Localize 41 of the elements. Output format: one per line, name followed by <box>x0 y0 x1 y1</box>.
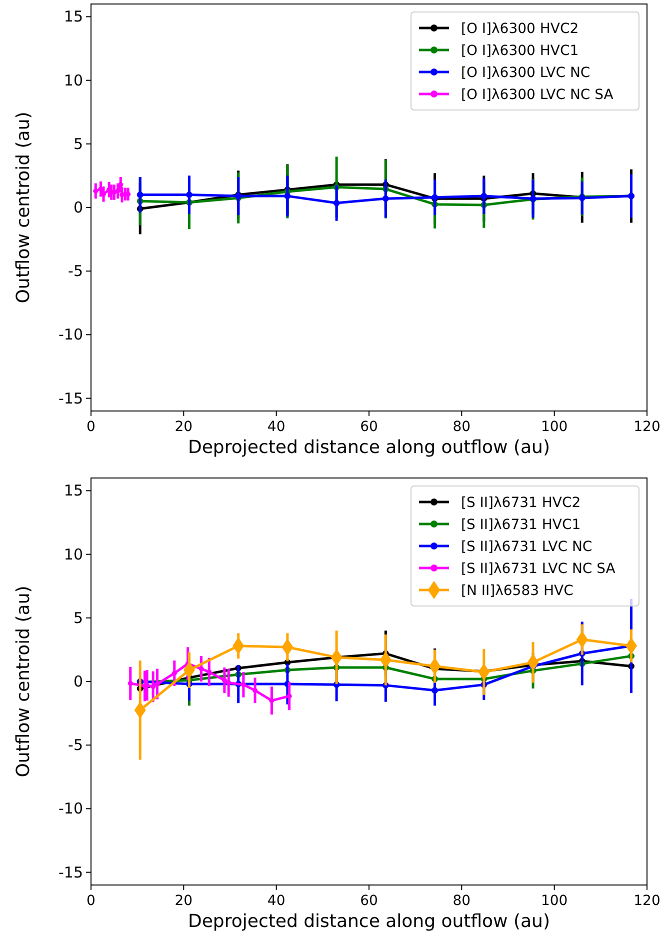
y-tick-label: -5 <box>68 736 83 754</box>
y-tick-label: -15 <box>58 863 83 882</box>
x-tick-label: 0 <box>86 419 96 435</box>
x-tick-label: 20 <box>174 419 193 435</box>
y-tick-label: -10 <box>58 800 83 818</box>
y-tick-label: 10 <box>64 71 83 90</box>
x-tick-label: 20 <box>174 893 193 909</box>
x-tick-label: 80 <box>452 419 471 435</box>
y-tick-label: 5 <box>73 608 83 627</box>
y-tick-label: 5 <box>73 134 83 153</box>
x-tick-label: 60 <box>360 419 378 435</box>
y-tick-label: 15 <box>64 8 83 26</box>
y-tick-label: -5 <box>68 262 83 280</box>
x-tick-label: 100 <box>540 893 568 909</box>
x-tick-label: 40 <box>267 419 286 435</box>
y-tick-label: 10 <box>64 545 83 564</box>
legend-label: [S II]λ6731 LVC NC <box>461 539 592 555</box>
legend-label: [O I]λ6300 HVC2 <box>461 21 579 37</box>
x-tick-label: 120 <box>634 419 660 435</box>
y-tick-label: -15 <box>58 389 83 408</box>
x-tick-label: 40 <box>267 893 286 909</box>
y-tick-label: 15 <box>64 482 83 500</box>
x-tick-label: 80 <box>452 893 471 909</box>
legend-label: [O I]λ6300 HVC1 <box>461 43 579 59</box>
y-axis-title: Outflow centroid (au) <box>13 586 34 778</box>
legend-label: [O I]λ6300 LVC NC SA <box>461 87 614 103</box>
legend-label: [S II]λ6731 HVC2 <box>461 495 581 511</box>
legend-label: [S II]λ6731 LVC NC SA <box>461 561 616 577</box>
y-axis-title: Outflow centroid (au) <box>13 112 34 304</box>
legend-label: [O I]λ6300 LVC NC <box>461 65 590 81</box>
x-tick-label: 120 <box>634 893 660 909</box>
x-tick-label: 60 <box>360 893 378 909</box>
x-axis-title: Deprojected distance along outflow (au) <box>188 911 550 932</box>
y-tick-label: 0 <box>73 198 83 216</box>
y-tick-label: 0 <box>73 672 83 690</box>
y-tick-label: -10 <box>58 326 83 344</box>
x-axis-title: Deprojected distance along outflow (au) <box>188 437 550 458</box>
legend-label: [N II]λ6583 HVC <box>461 583 574 599</box>
x-tick-label: 100 <box>540 419 568 435</box>
x-tick-label: 0 <box>86 893 96 909</box>
legend-label: [S II]λ6731 HVC1 <box>461 517 581 533</box>
